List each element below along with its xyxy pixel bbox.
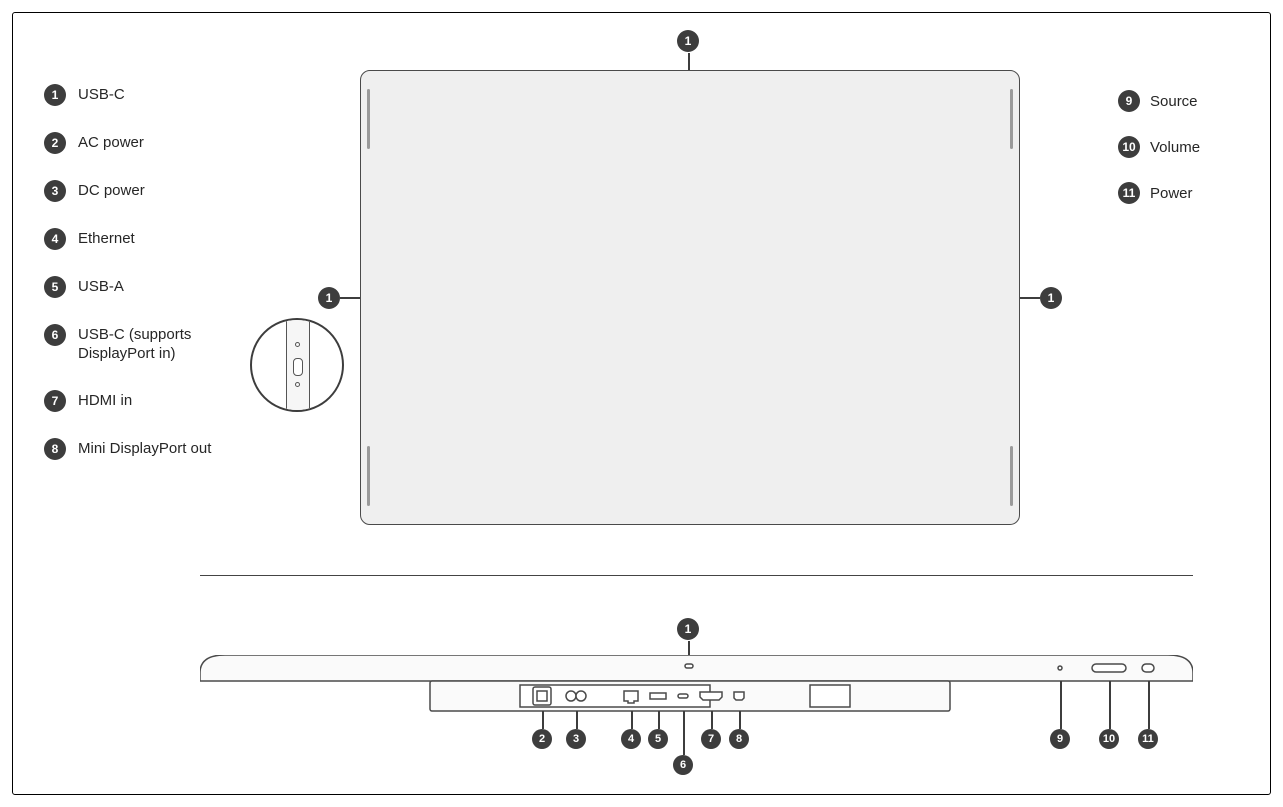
legend-label: Source [1150, 93, 1198, 110]
port-badge-ac: 2 [532, 729, 552, 749]
port-badge-minidp: 8 [729, 729, 749, 749]
port-badge-ethernet: 4 [621, 729, 641, 749]
callout-line [1109, 681, 1111, 729]
legend-badge: 2 [44, 132, 66, 154]
callout-line [1020, 297, 1040, 299]
legend-item: 2 AC power [44, 132, 264, 154]
speaker-grille [1010, 446, 1013, 506]
callout-line [542, 711, 544, 729]
legend-item: 1 USB-C [44, 84, 264, 106]
device-front-view [360, 70, 1020, 525]
legend-item: 11 Power [1118, 182, 1258, 204]
port-badge-usba: 5 [648, 729, 668, 749]
legend-label: Volume [1150, 139, 1200, 156]
legend-label: DC power [78, 180, 145, 201]
legend-label: Mini DisplayPort out [78, 438, 211, 459]
legend-label: Ethernet [78, 228, 135, 249]
legend-label: HDMI in [78, 390, 132, 411]
callout-line [1060, 681, 1062, 729]
legend-badge: 8 [44, 438, 66, 460]
legend-badge: 4 [44, 228, 66, 250]
callout-line [739, 711, 741, 729]
callout-badge-usbc-underside-top: 1 [677, 618, 699, 640]
legend-right: 9 Source 10 Volume 11 Power [1118, 90, 1258, 228]
callout-line [631, 711, 633, 729]
speaker-grille [1010, 89, 1013, 149]
screw-hole-icon [295, 382, 300, 387]
legend-label: USB-C [78, 84, 125, 105]
callout-line [711, 711, 713, 729]
legend-badge: 11 [1118, 182, 1140, 204]
callout-line [1148, 681, 1150, 729]
legend-item: 5 USB-A [44, 276, 264, 298]
page: 1 USB-C 2 AC power 3 DC power 4 Ethernet… [0, 0, 1283, 807]
legend-badge: 9 [1118, 90, 1140, 112]
control-badge-source: 9 [1050, 729, 1070, 749]
section-divider [200, 575, 1193, 576]
legend-badge: 6 [44, 324, 66, 346]
legend-badge: 3 [44, 180, 66, 202]
device-underside-view [200, 655, 1193, 735]
control-badge-volume: 10 [1099, 729, 1119, 749]
legend-label: AC power [78, 132, 144, 153]
legend-label: USB-C (supports DisplayPort in) [78, 324, 228, 364]
callout-badge-usbc-top: 1 [677, 30, 699, 52]
legend-label: Power [1150, 185, 1193, 202]
legend-badge: 10 [1118, 136, 1140, 158]
legend-badge: 5 [44, 276, 66, 298]
legend-left: 1 USB-C 2 AC power 3 DC power 4 Ethernet… [44, 84, 264, 486]
callout-line [683, 711, 685, 755]
legend-item: 6 USB-C (supports DisplayPort in) [44, 324, 264, 364]
legend-item: 8 Mini DisplayPort out [44, 438, 264, 460]
zoom-inset-usbc [250, 318, 344, 412]
callout-badge-usbc-right: 1 [1040, 287, 1062, 309]
legend-item: 7 HDMI in [44, 390, 264, 412]
callout-line [576, 711, 578, 729]
usbc-port-icon [293, 358, 303, 376]
callout-line [688, 53, 690, 70]
control-badge-power: 11 [1138, 729, 1158, 749]
speaker-grille [367, 89, 370, 149]
legend-item: 9 Source [1118, 90, 1258, 112]
underside-svg [200, 655, 1193, 755]
legend-item: 3 DC power [44, 180, 264, 202]
callout-line [340, 297, 360, 299]
callout-line [658, 711, 660, 729]
port-badge-usbc-dpin: 6 [673, 755, 693, 775]
speaker-grille [367, 446, 370, 506]
legend-item: 4 Ethernet [44, 228, 264, 250]
port-badge-dc: 3 [566, 729, 586, 749]
legend-badge: 7 [44, 390, 66, 412]
callout-badge-usbc-left: 1 [318, 287, 340, 309]
legend-item: 10 Volume [1118, 136, 1258, 158]
legend-badge: 1 [44, 84, 66, 106]
port-badge-hdmi: 7 [701, 729, 721, 749]
screw-hole-icon [295, 342, 300, 347]
legend-label: USB-A [78, 276, 124, 297]
